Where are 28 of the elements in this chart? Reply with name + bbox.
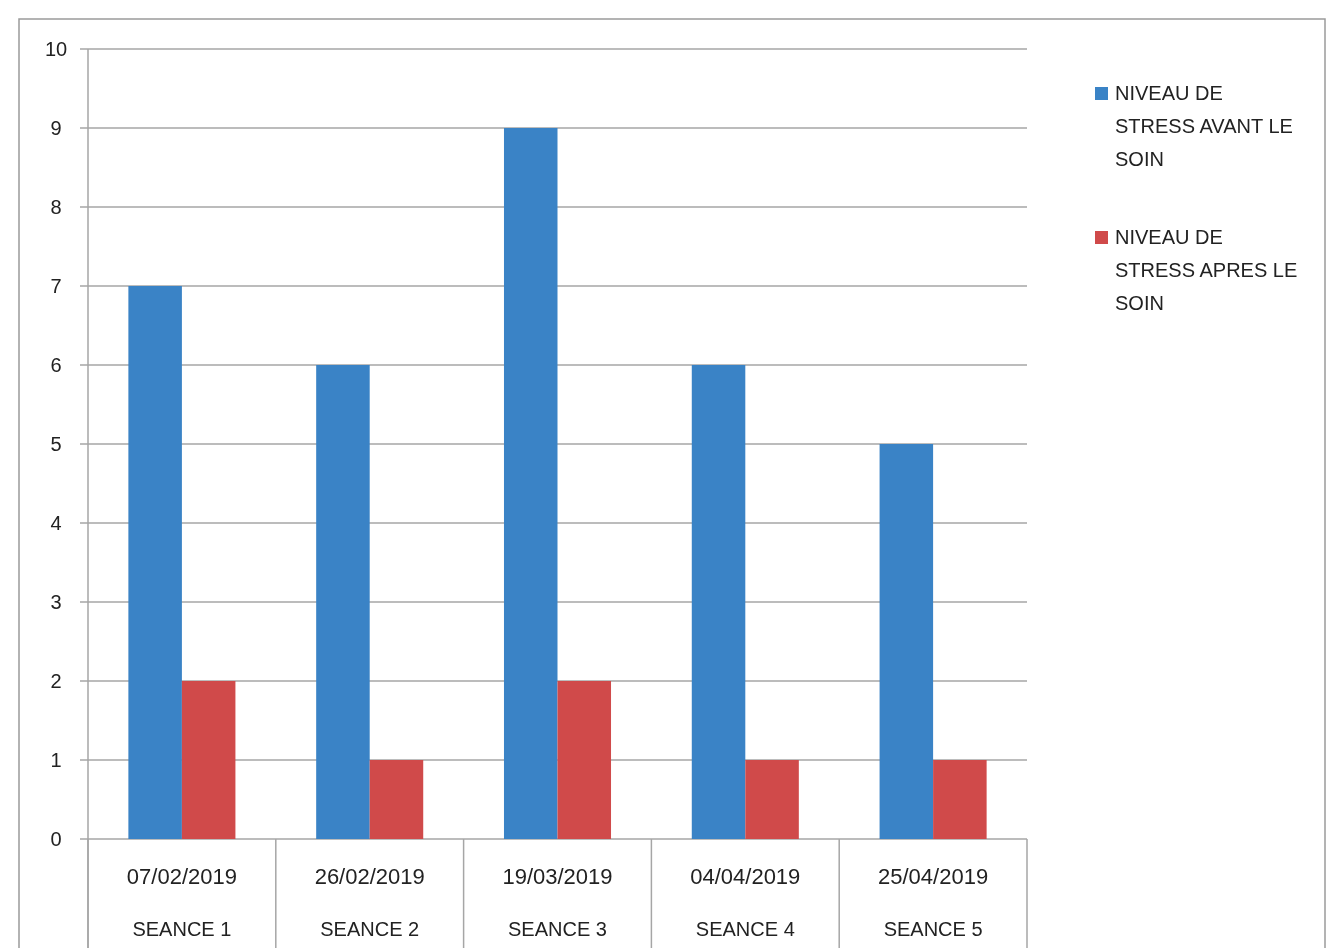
- y-tick-label: 5: [50, 433, 62, 455]
- category-label: 25/04/2019 SEANCE 5: [878, 864, 989, 940]
- bar: [557, 681, 612, 839]
- y-tick-label: 2: [50, 670, 62, 692]
- y-tick-label: 10: [44, 38, 68, 60]
- y-tick-label: 0: [50, 828, 62, 850]
- bar: [745, 760, 799, 839]
- category-label: 07/02/2019 SEANCE 1: [126, 864, 237, 940]
- category-label: 26/02/2019 SEANCE 2: [314, 864, 425, 940]
- y-tick-label: 8: [50, 196, 62, 218]
- category-label: 19/03/2019 SEANCE 3: [502, 864, 613, 940]
- category-label: 04/04/2019 SEANCE 4: [690, 864, 801, 940]
- y-tick-label: 4: [50, 512, 62, 534]
- bar: [181, 681, 236, 839]
- y-tick-label: 7: [50, 275, 62, 297]
- legend-label: NIVEAU DE STRESS APRES LE SOIN: [1115, 226, 1298, 314]
- y-tick-label: 3: [50, 591, 62, 613]
- bar: [933, 760, 987, 839]
- bar: [691, 365, 746, 839]
- y-tick-label: 9: [50, 117, 62, 139]
- y-tick-label: 6: [50, 354, 62, 376]
- y-tick-label: 1: [50, 749, 62, 771]
- legend-label: NIVEAU DE STRESS AVANT LE SOIN: [1115, 82, 1293, 170]
- bar: [879, 444, 934, 839]
- bar: [503, 128, 558, 839]
- bar: [316, 365, 370, 839]
- bar: [128, 286, 182, 839]
- bar: [369, 760, 424, 839]
